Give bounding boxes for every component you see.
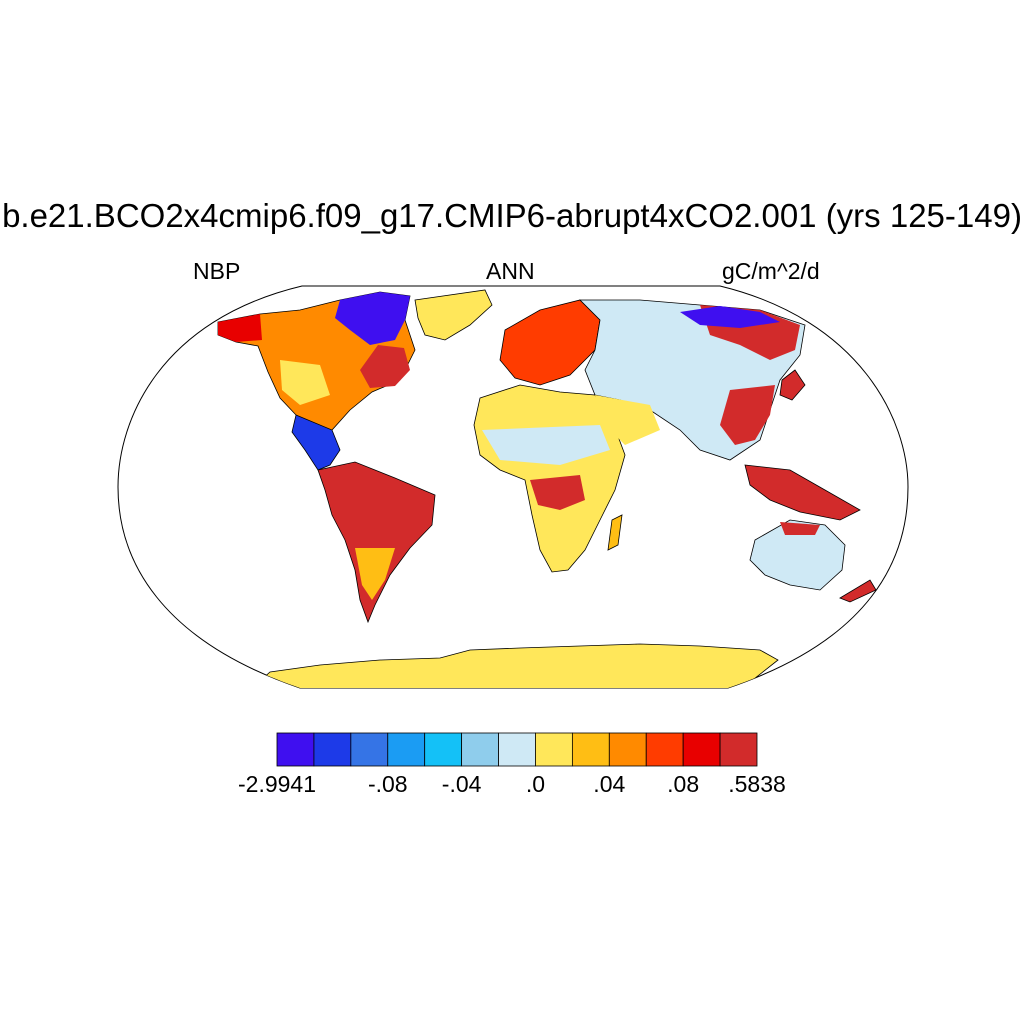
land-antarctica bbox=[248, 643, 779, 688]
land-japan bbox=[779, 369, 806, 401]
colorbar bbox=[276, 732, 758, 767]
colorbar-tick-label: .0 bbox=[525, 771, 546, 797]
units-label: gC/m^2/d bbox=[722, 258, 820, 284]
colorbar-tick-label: -2.9941 bbox=[237, 771, 317, 797]
colorbar-swatch bbox=[608, 732, 647, 767]
land-europe bbox=[499, 299, 601, 386]
land-australia bbox=[749, 519, 846, 591]
colorbar-swatch bbox=[313, 732, 352, 767]
colorbar-swatch bbox=[424, 732, 463, 767]
colorbar-tick-label: .04 bbox=[593, 771, 626, 797]
region-middle-east bbox=[595, 395, 660, 445]
colorbar-swatch bbox=[387, 732, 426, 767]
variable-label: NBP bbox=[193, 258, 241, 284]
plot-title: b.e21.BCO2x4cmip6.f09_g17.CMIP6-abrupt4x… bbox=[2, 197, 1022, 234]
land-madagascar bbox=[607, 514, 623, 551]
land-greenland bbox=[414, 289, 493, 341]
land-southeast-asia bbox=[744, 464, 861, 521]
region-sahel bbox=[482, 425, 610, 465]
colorbar-swatch bbox=[498, 732, 536, 767]
colorbar-swatch bbox=[535, 732, 573, 767]
colorbar-tick-label: -.08 bbox=[367, 771, 408, 797]
land-south-america bbox=[317, 461, 436, 624]
colorbar-swatch bbox=[719, 732, 758, 767]
colorbar-swatch bbox=[682, 732, 721, 767]
region-alaska bbox=[218, 314, 262, 342]
colorbar-swatch bbox=[645, 732, 684, 767]
land-central-america bbox=[291, 414, 341, 471]
colorbar-swatch bbox=[350, 732, 389, 767]
region-east-asia bbox=[720, 385, 775, 445]
region-us-east bbox=[360, 345, 410, 388]
region-siberia-north bbox=[680, 306, 780, 328]
region-australia-north bbox=[780, 522, 820, 535]
colorbar-tick-label: .5838 bbox=[728, 771, 786, 797]
colorbar-tick-label: .08 bbox=[667, 771, 700, 797]
colorbar-tick-label: -.04 bbox=[441, 771, 482, 797]
season-label: ANN bbox=[486, 258, 535, 284]
colorbar-swatch bbox=[571, 732, 610, 767]
region-south-america-south bbox=[355, 548, 395, 600]
colorbar-swatch bbox=[276, 732, 315, 767]
region-africa-central bbox=[530, 475, 585, 510]
land-new-zealand bbox=[839, 579, 877, 603]
colorbar-swatch bbox=[461, 732, 499, 767]
region-canada-north bbox=[335, 292, 410, 345]
region-us-west bbox=[280, 360, 330, 405]
